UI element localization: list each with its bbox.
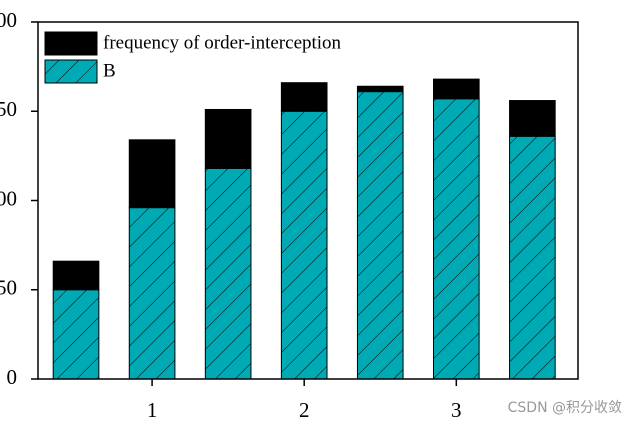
bar-segment (280, 110, 328, 380)
bar-segment (356, 91, 404, 380)
y-tick-label: 50 (0, 276, 17, 300)
legend-label: frequency of order-interception (103, 32, 342, 53)
bar-segment (509, 135, 556, 380)
y-tick-label: 150 (0, 97, 17, 121)
bar-segment (52, 289, 100, 380)
bar-segment (432, 98, 480, 380)
x-tick-label: 1 (147, 398, 158, 422)
bar-segment (204, 108, 252, 169)
x-tick-label: 3 (451, 398, 462, 422)
bar-segment (356, 85, 404, 93)
legend-swatch (44, 59, 98, 84)
legend-swatch (44, 31, 98, 56)
bar-segment (280, 82, 328, 112)
bar-segment (509, 100, 556, 137)
bar-segment (128, 207, 176, 380)
watermark: CSDN @积分收敛 (508, 400, 622, 416)
x-tick-label: 2 (299, 398, 310, 422)
bar-segment (204, 167, 252, 380)
bar-segment (52, 260, 100, 291)
y-tick-label: 200 (0, 8, 17, 32)
legend-label: B (103, 60, 116, 81)
y-tick-label: 100 (0, 186, 17, 210)
bar-segment (432, 78, 480, 100)
y-tick-label: 0 (7, 365, 18, 389)
bar-segment (128, 139, 176, 209)
